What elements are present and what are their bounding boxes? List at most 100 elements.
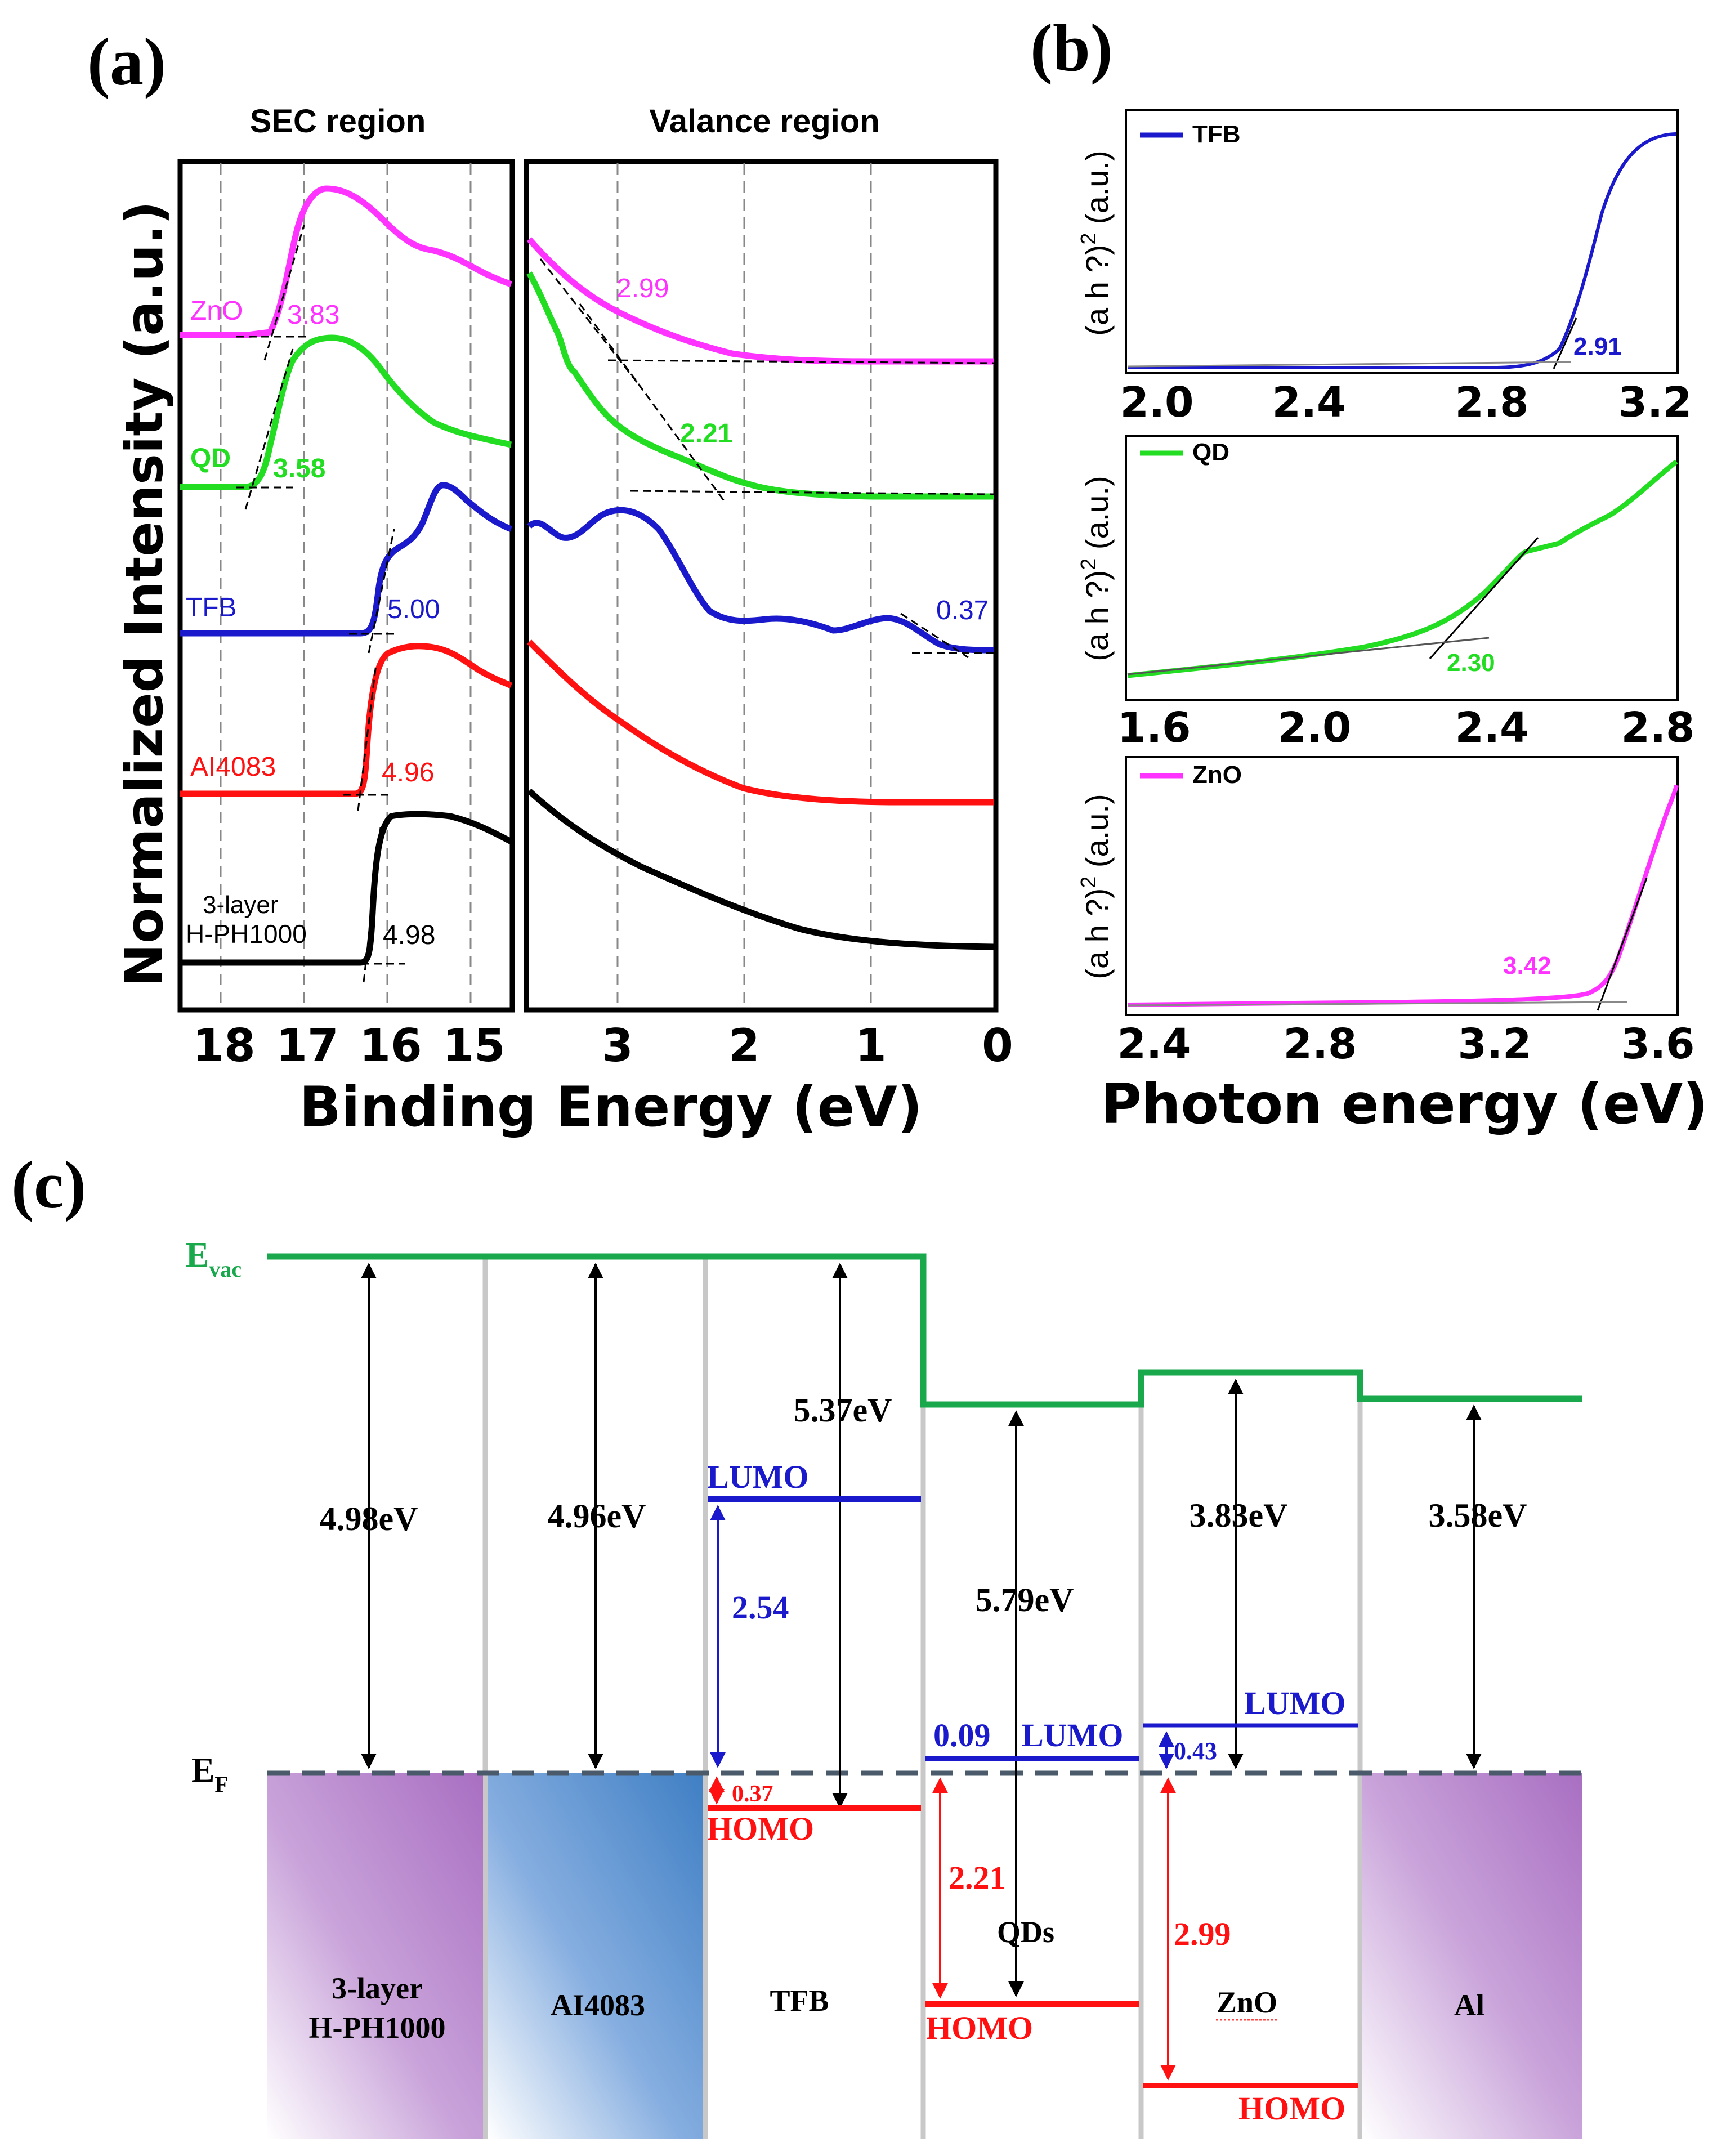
tauc-value-qd: 2.30 <box>1447 649 1495 677</box>
valence-curve-hph1000 <box>527 788 994 950</box>
evac-label: Evac <box>186 1236 242 1282</box>
layer-label-qds: QDs <box>997 1915 1054 1949</box>
tauc-curve-qd <box>1127 459 1678 678</box>
tauc-value-zno: 3.42 <box>1503 952 1551 979</box>
qd-offset-value: 0.09 <box>933 1717 991 1754</box>
sec-tick-label: 15 <box>442 1019 505 1072</box>
tauc-frame-qd <box>1125 435 1679 701</box>
tauc-curve-zno <box>1127 785 1679 1007</box>
zno-offset-value: 0.43 <box>1174 1737 1217 1765</box>
legend-label-tfb: TFB <box>1192 120 1241 148</box>
work-function-label: 5.37eV <box>794 1392 892 1429</box>
sec-curve-zno <box>180 185 512 338</box>
sec-label-zno: ZnO <box>190 296 243 326</box>
tauc-frame-tfb <box>1125 109 1679 374</box>
valence-plot-frame <box>524 159 999 1013</box>
tauc-fit-tfb <box>1553 317 1577 369</box>
valence-tick-label: 1 <box>855 1019 887 1072</box>
panel-c-label: (c) <box>11 1147 86 1222</box>
tfb-lumo-label: LUMO <box>707 1459 808 1495</box>
zno-homo-label: HOMO <box>1238 2090 1345 2127</box>
qd-homo-label: HOMO <box>926 2010 1033 2046</box>
tfb-gap-value: 2.54 <box>732 1589 789 1626</box>
tauc-tick-zno: 3.6 <box>1621 1020 1694 1068</box>
tauc-plot-zno: ZnO 3.42 2.4 2.8 3.2 3.6 (a h ?)2 (a.u.) <box>1077 756 1695 1068</box>
tauc-fit-qd-steep <box>1429 537 1539 659</box>
qd-lumo-label: LUMO <box>1022 1717 1123 1754</box>
valence-fit-line <box>579 303 727 504</box>
qd-gap-value: 2.21 <box>949 1859 1006 1896</box>
valence-curve-ai4083 <box>527 639 994 806</box>
tauc-tick-zno: 2.4 <box>1117 1020 1191 1068</box>
sec-label-tfb: TFB <box>186 593 237 623</box>
tauc-tick-zno: 3.2 <box>1457 1020 1531 1068</box>
panel-a: (a) SEC region Valance region Normalized… <box>87 24 1013 1139</box>
tauc-tick-tfb: 2.8 <box>1455 378 1528 427</box>
work-function-label: 5.79eV <box>976 1581 1074 1618</box>
sec-fit-line <box>368 529 395 654</box>
sec-fit-line <box>244 348 294 510</box>
zno-gap-value: 2.99 <box>1174 1916 1231 1952</box>
layer-label-ai4083: AI4083 <box>551 1988 645 2022</box>
sec-label-qd: QD <box>190 444 231 473</box>
layer-label-zno: ZnO <box>1217 1985 1277 2019</box>
valence-plot: 3 2 1 0 2.99 2.21 0.37 <box>524 159 1013 1072</box>
sec-region-title: SEC region <box>250 103 426 140</box>
panel-b: (b) TFB 2.91 2.0 2.4 2.8 3.2 (a h ?)2 (a… <box>1030 10 1708 1137</box>
al-block <box>1362 1773 1582 2139</box>
layer-label-al: Al <box>1454 1988 1484 2022</box>
ef-label: EF <box>191 1751 229 1797</box>
sec-curve-hph1000 <box>180 811 513 966</box>
panel-a-ylabel: Normalized Intensity (a.u.) <box>114 201 175 987</box>
valence-curve-zno <box>526 237 994 365</box>
zno-lumo-label: LUMO <box>1244 1685 1345 1721</box>
tauc-baseline-qd <box>1127 637 1490 676</box>
sec-label-ai4083: AI4083 <box>190 752 276 782</box>
sec-value-hph: 4.98 <box>383 920 435 950</box>
valance-region-title: Valance region <box>649 103 879 140</box>
tauc-tick-tfb: 3.2 <box>1618 378 1692 427</box>
sec-tick-label: 16 <box>359 1019 422 1072</box>
tauc-tick-tfb: 2.4 <box>1272 378 1345 427</box>
valence-curve-tfb <box>527 507 994 654</box>
valence-curve-qd <box>526 271 994 500</box>
valence-tick-label: 2 <box>728 1019 760 1072</box>
tauc-baseline-tfb <box>1127 361 1571 368</box>
work-function-label: 4.98eV <box>320 1500 418 1537</box>
tauc-ylabel-zno: (a h ?)2 (a.u.) <box>1077 794 1115 979</box>
tauc-fit-zno <box>1597 878 1648 1011</box>
sec-value-zno: 3.83 <box>287 300 339 330</box>
tfb-homo-label: HOMO <box>707 1810 814 1847</box>
tauc-tick-tfb: 2.0 <box>1120 378 1193 427</box>
sec-curve-ai4083 <box>180 643 513 797</box>
panel-b-label: (b) <box>1030 10 1113 85</box>
work-function-label: 3.83eV <box>1190 1497 1288 1534</box>
ai4083-block <box>488 1773 703 2139</box>
tauc-ylabel-qd: (a h ?)2 (a.u.) <box>1077 476 1115 661</box>
sec-value-tfb: 5.00 <box>387 594 440 624</box>
tauc-ylabel-tfb: (a h ?)2 (a.u.) <box>1077 150 1115 336</box>
sec-tick-label: 17 <box>276 1019 338 1072</box>
tauc-baseline-zno <box>1127 1001 1627 1007</box>
valence-tick-label: 3 <box>602 1019 633 1072</box>
tauc-value-tfb: 2.91 <box>1573 333 1622 360</box>
panel-b-xlabel: Photon energy (eV) <box>1101 1072 1708 1137</box>
sec-value-qd: 3.58 <box>273 454 325 484</box>
panel-a-xlabel: Binding Energy (eV) <box>299 1075 922 1139</box>
valence-value-qd: 2.21 <box>680 419 732 449</box>
layer-label-tfb: TFB <box>770 1984 829 2018</box>
tauc-curve-tfb <box>1128 132 1677 369</box>
sec-label-hph-line1: 3-layer <box>203 891 279 919</box>
panel-c: (c) Evac EF 4.98eV 4.96 <box>11 1147 1582 2139</box>
sec-fit-line <box>263 225 305 361</box>
sec-curve-tfb <box>180 482 513 637</box>
tauc-plot-tfb: TFB 2.91 2.0 2.4 2.8 3.2 (a h ?)2 (a.u.) <box>1077 109 1692 427</box>
sec-fit-line <box>363 827 382 983</box>
sec-plot-frame <box>177 159 515 1013</box>
tauc-frame-zno <box>1125 756 1679 1016</box>
sec-label-hph-line2: H-PH1000 <box>186 919 307 949</box>
valence-fit-line <box>900 612 969 659</box>
tauc-plot-qd: QD 2.30 1.6 2.0 2.4 2.8 (a h ?)2 (a.u.) <box>1077 435 1695 752</box>
valence-fit-line <box>630 490 994 495</box>
